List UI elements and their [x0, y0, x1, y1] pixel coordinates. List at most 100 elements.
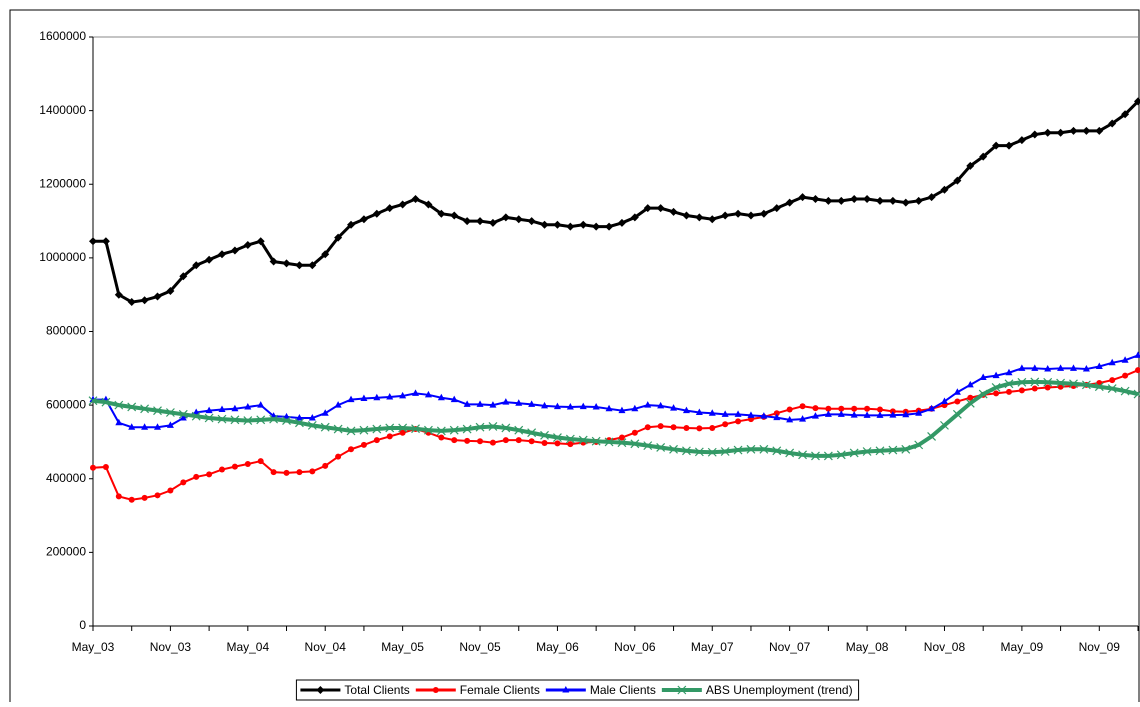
x-tick-label: May_05	[381, 640, 424, 654]
circle-marker	[735, 418, 741, 424]
circle-marker	[503, 437, 509, 443]
diamond-marker	[476, 217, 484, 225]
circle-marker	[490, 440, 496, 446]
circle-marker	[1135, 367, 1140, 373]
legend: Total Clients Female Clients Male Clients A…	[296, 680, 858, 700]
x-tick-label: May_04	[226, 640, 269, 654]
circle-marker	[671, 424, 677, 430]
y-tick-label: 1400000	[39, 103, 86, 117]
circle-marker	[438, 435, 444, 441]
circle-marker	[142, 495, 148, 501]
y-tick-label: 1200000	[39, 176, 86, 190]
y-tick-label: 200000	[46, 545, 86, 559]
diamond-marker	[141, 296, 149, 304]
diamond-marker	[915, 197, 923, 205]
y-tick-label: 1000000	[39, 250, 86, 264]
circle-marker	[658, 423, 664, 429]
triangle-marker	[257, 401, 264, 408]
circle-marker	[542, 440, 548, 446]
circle-marker	[103, 464, 109, 470]
circle-marker	[619, 435, 625, 441]
diamond-marker	[89, 237, 97, 245]
circle-marker	[864, 406, 870, 412]
circle-marker	[567, 441, 573, 447]
series-line	[93, 101, 1138, 302]
y-tick-label: 400000	[46, 471, 86, 485]
diamond-marker	[1057, 129, 1065, 137]
legend-label: Total Clients	[344, 683, 409, 697]
circle-marker	[348, 446, 354, 452]
circle-marker	[193, 474, 199, 480]
circle-marker	[645, 424, 651, 430]
circle-marker	[167, 488, 173, 494]
diamond-marker	[579, 221, 587, 229]
circle-marker	[683, 425, 689, 431]
circle-marker	[516, 437, 522, 443]
diamond-marker	[824, 197, 832, 205]
diamond-marker	[541, 221, 549, 229]
circle-marker	[335, 454, 341, 460]
legend-label: Male Clients	[590, 683, 656, 697]
diamond-marker	[721, 212, 729, 220]
legend-label: ABS Unemployment (trend)	[706, 683, 853, 697]
circle-marker	[993, 390, 999, 396]
circle-marker	[180, 479, 186, 485]
diamond-marker	[592, 223, 600, 231]
diamond-marker	[528, 217, 536, 225]
circle-marker	[709, 425, 715, 431]
circle-marker	[322, 463, 328, 469]
y-tick-label: 1600000	[39, 29, 86, 43]
y-tick-label: 600000	[46, 397, 86, 411]
circle-marker	[271, 469, 277, 475]
circle-marker	[554, 440, 560, 446]
circle-marker	[374, 437, 380, 443]
diamond-marker	[670, 208, 678, 216]
diamond-marker	[1044, 129, 1052, 137]
circle-marker	[800, 403, 806, 409]
diamond-marker	[283, 259, 291, 267]
legend-label: Female Clients	[460, 683, 540, 697]
circle-marker	[1006, 389, 1012, 395]
circle-marker	[632, 430, 638, 436]
circle-marker	[464, 438, 470, 444]
diamond-marker	[811, 195, 819, 203]
circle-marker	[954, 398, 960, 404]
circle-marker	[245, 461, 251, 467]
circle-marker	[387, 433, 393, 439]
diamond-marker	[837, 197, 845, 205]
circle-marker	[361, 442, 367, 448]
diamond-marker	[695, 213, 703, 221]
diamond-marker	[657, 204, 665, 212]
x-tick-label: May_07	[691, 640, 734, 654]
diamond-marker	[682, 212, 690, 220]
diamond-marker	[295, 261, 303, 269]
diamond-marker	[708, 215, 716, 223]
circle-marker	[851, 406, 857, 412]
chart-frame	[10, 10, 1139, 702]
circle-marker	[787, 407, 793, 413]
circle-marker	[232, 464, 238, 470]
circle-marker	[1045, 384, 1051, 390]
diamond-marker	[889, 197, 897, 205]
circle-marker	[284, 470, 290, 476]
diamond-marker	[734, 210, 742, 218]
x-tick-label: May_08	[846, 640, 889, 654]
y-tick-label: 0	[79, 618, 86, 632]
x-tick-label: Nov_03	[150, 640, 192, 654]
circle-marker	[309, 468, 315, 474]
x-tick-label: Nov_08	[924, 640, 966, 654]
series-line	[93, 370, 1138, 500]
circle-marker	[1032, 386, 1038, 392]
x-tick-label: Nov_05	[459, 640, 501, 654]
circle-marker	[258, 458, 264, 464]
circle-marker	[477, 438, 483, 444]
diamond-marker	[747, 212, 755, 220]
x-tick-label: Nov_04	[305, 640, 347, 654]
circle-marker	[219, 467, 225, 473]
circle-marker	[722, 421, 728, 427]
circle-marker	[812, 405, 818, 411]
circle-marker	[155, 492, 161, 498]
diamond-marker	[605, 223, 613, 231]
circle-marker	[116, 493, 122, 499]
